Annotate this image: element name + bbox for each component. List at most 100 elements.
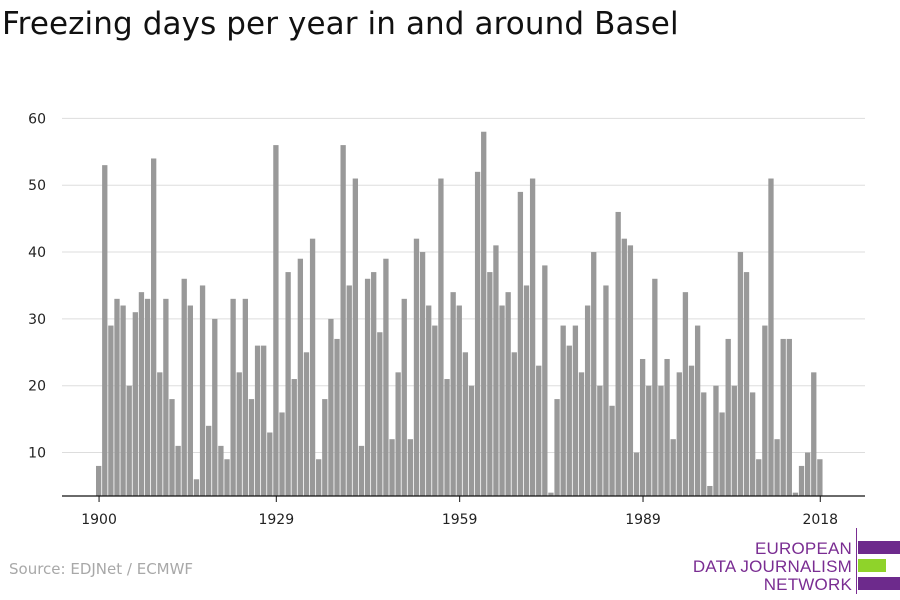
- bar-1913: [175, 445, 181, 496]
- bar-1930: [279, 412, 285, 496]
- bar-1973: [542, 265, 548, 496]
- bar-1990: [646, 385, 652, 496]
- edjnet-logo: EUROPEAN DATA JOURNALISM NETWORK: [693, 528, 900, 594]
- bar-1925: [248, 399, 255, 496]
- bar-1970: [523, 285, 530, 496]
- bar-1968: [511, 352, 517, 496]
- bar-1902: [108, 325, 114, 496]
- bar-1926: [254, 345, 261, 496]
- bar-1901: [102, 165, 108, 496]
- logo-bar-purple-top: [858, 541, 900, 554]
- logo-line-3: NETWORK: [763, 575, 852, 594]
- bar-1991: [652, 278, 658, 496]
- bar-2000: [707, 485, 713, 496]
- bar-1986: [621, 238, 627, 496]
- bar-1997: [688, 365, 695, 496]
- bar-1947: [383, 258, 389, 496]
- bar-1943: [358, 445, 365, 496]
- bar-1954: [426, 305, 432, 496]
- source-note: Source: EDJNet / ECMWF: [9, 560, 194, 578]
- bar-1982: [597, 385, 603, 496]
- bar-1966: [499, 305, 505, 496]
- bar-1910: [157, 372, 163, 496]
- bar-1915: [187, 305, 193, 496]
- bar-1956: [438, 178, 444, 496]
- bar-1924: [242, 298, 248, 496]
- bar-1967: [505, 292, 511, 496]
- bar-1988: [633, 452, 640, 496]
- bar-2013: [786, 338, 792, 496]
- bar-1945: [371, 272, 377, 496]
- logo-bar-green: [858, 559, 886, 572]
- bar-1932: [291, 379, 297, 496]
- bar-2010: [768, 178, 774, 496]
- bar-1963: [481, 131, 487, 496]
- bar-1978: [572, 325, 579, 496]
- bar-1908: [144, 298, 151, 496]
- bar-1959: [456, 305, 462, 496]
- y-tick-label: 60: [28, 111, 46, 127]
- bar-1920: [218, 445, 224, 496]
- bar-1909: [151, 158, 157, 496]
- x-axis: 1900 1929 1959 1989 2018: [62, 495, 865, 528]
- bar-2005: [737, 252, 744, 496]
- bar-2012: [780, 338, 786, 496]
- bar-1939: [334, 338, 340, 496]
- bar-2009: [762, 325, 768, 496]
- bar-1993: [664, 358, 670, 496]
- bar-1911: [163, 298, 169, 496]
- bars: [96, 131, 823, 497]
- bar-1923: [236, 372, 242, 496]
- bar-1955: [432, 325, 438, 496]
- bar-1938: [328, 318, 334, 496]
- bar-1965: [493, 245, 499, 496]
- bar-1979: [578, 372, 585, 496]
- bar-1984: [609, 405, 615, 496]
- bar-1946: [377, 332, 383, 496]
- logo-line-1: EUROPEAN: [754, 539, 852, 558]
- bar-2016: [804, 452, 811, 496]
- bar-1931: [285, 272, 291, 496]
- bar-1935: [309, 238, 316, 496]
- bar-1995: [676, 372, 682, 496]
- bar-1907: [138, 292, 145, 496]
- bar-2007: [749, 392, 756, 496]
- bar-1964: [487, 272, 493, 496]
- bar-1942: [352, 178, 359, 496]
- bar-1914: [181, 278, 187, 496]
- bar-1918: [206, 425, 212, 496]
- bar-1904: [120, 305, 126, 496]
- bar-1960: [462, 352, 469, 496]
- bar-2004: [731, 385, 737, 496]
- bar-1994: [670, 439, 676, 496]
- bar-1921: [224, 459, 230, 496]
- bar-1917: [199, 285, 206, 496]
- y-tick-label: 10: [28, 446, 46, 462]
- bar-1961: [468, 385, 475, 496]
- x-tick-label: 2018: [802, 512, 838, 528]
- bar-1980: [584, 305, 591, 496]
- bar-2018: [817, 459, 823, 496]
- bar-2002: [719, 412, 725, 496]
- bar-1944: [364, 278, 371, 496]
- bar-1974: [548, 492, 554, 496]
- bar-1912: [169, 399, 175, 496]
- bar-1906: [132, 312, 138, 496]
- bar-1989: [639, 358, 646, 496]
- logo-separator: [856, 528, 857, 594]
- x-tick-label: 1959: [442, 512, 478, 528]
- bar-1998: [694, 325, 701, 496]
- bar-1905: [126, 385, 132, 496]
- bar-1977: [566, 345, 572, 496]
- bar-1983: [603, 285, 609, 496]
- bar-1951: [407, 439, 414, 496]
- bar-1949: [395, 372, 401, 496]
- bar-1928: [267, 432, 273, 496]
- bar-1969: [517, 191, 524, 496]
- bar-1936: [316, 459, 322, 496]
- y-tick-label: 30: [28, 312, 46, 328]
- bar-chart: 10 20 30 40 50 60 1900 1929 1959 1989 2018: [28, 111, 865, 528]
- bar-1981: [591, 252, 597, 496]
- bar-1975: [554, 399, 560, 496]
- bar-1952: [413, 238, 420, 496]
